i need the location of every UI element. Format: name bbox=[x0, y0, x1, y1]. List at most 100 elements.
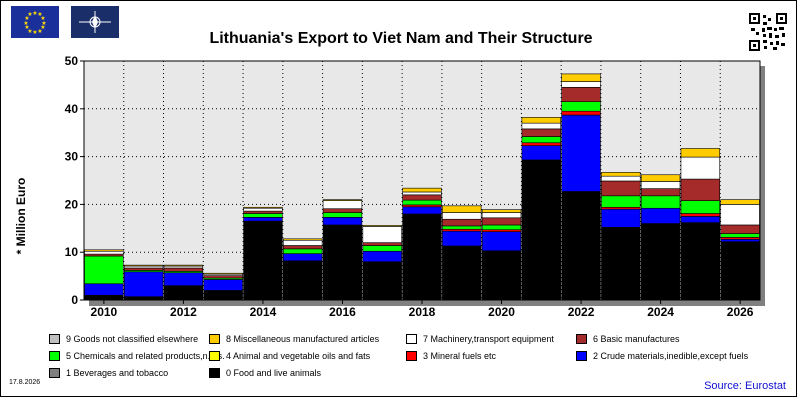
legend-item: 9 Goods not classified elsewhere bbox=[49, 333, 198, 345]
bar-segment bbox=[561, 81, 601, 88]
legend-swatch bbox=[576, 351, 587, 361]
bar-segment bbox=[283, 238, 323, 241]
legend-label: 5 Chemicals and related products,n.e.s. bbox=[66, 351, 225, 361]
bar-segment bbox=[442, 212, 482, 220]
bar-segment bbox=[322, 200, 363, 210]
y-tick-label: 50 bbox=[65, 54, 79, 68]
svg-text:★: ★ bbox=[24, 15, 29, 22]
bar-segment bbox=[243, 217, 283, 222]
bar-segment bbox=[601, 227, 641, 301]
svg-text:★: ★ bbox=[32, 10, 37, 17]
bar-segment bbox=[561, 114, 601, 192]
bar-segment bbox=[481, 212, 522, 219]
bar-segment bbox=[402, 213, 442, 301]
bar-segment bbox=[243, 207, 283, 212]
x-tick-label: 2026 bbox=[727, 305, 754, 319]
chart-legend: 9 Goods not classified elsewhere 8 Miscel… bbox=[49, 333, 789, 381]
legend-swatch bbox=[576, 334, 587, 344]
bar-segment bbox=[561, 110, 601, 116]
legend-swatch bbox=[209, 334, 220, 344]
bar-segment bbox=[283, 248, 323, 254]
legend-label: 7 Machinery,transport equipment bbox=[423, 334, 554, 344]
legend-swatch bbox=[209, 368, 220, 378]
bar-segment bbox=[283, 260, 323, 301]
bar-segment bbox=[481, 217, 522, 226]
bar-segment bbox=[521, 122, 561, 130]
bar-segment bbox=[601, 175, 641, 182]
bar-segment bbox=[243, 213, 283, 218]
bar-segment bbox=[720, 204, 760, 226]
svg-text:★: ★ bbox=[40, 15, 45, 22]
legend-item: 2 Crude materials,inedible,except fuels bbox=[576, 350, 748, 362]
bar-segment bbox=[481, 224, 522, 231]
legend-item: 6 Basic manufactures bbox=[576, 333, 680, 345]
bar-segment bbox=[243, 210, 283, 214]
bar-segment bbox=[362, 250, 402, 263]
bar-segment bbox=[402, 206, 442, 215]
bar-segment bbox=[123, 264, 164, 267]
bar-segment bbox=[123, 296, 164, 301]
bar-segment bbox=[680, 156, 721, 180]
bar-segment bbox=[561, 101, 601, 112]
bar-segment bbox=[720, 199, 760, 205]
bar-segment bbox=[521, 128, 561, 137]
bar-segment bbox=[203, 272, 243, 275]
bar-segment bbox=[283, 239, 323, 246]
date-label: 17.8.2026 bbox=[9, 379, 41, 386]
legend-item: 0 Food and live animals bbox=[209, 367, 321, 379]
bar-segment bbox=[283, 245, 323, 250]
bar-segment bbox=[561, 73, 601, 82]
legend-label: 6 Basic manufactures bbox=[593, 334, 680, 344]
bar-segment bbox=[680, 148, 721, 158]
y-tick-label: 0 bbox=[71, 293, 78, 307]
bar-segment bbox=[720, 241, 760, 301]
qr-code-icon bbox=[749, 13, 787, 51]
legend-item: 3 Mineral fuels etc bbox=[406, 350, 496, 362]
legend-label: 8 Miscellaneous manufactured articles bbox=[226, 334, 380, 344]
bar-segment bbox=[640, 188, 681, 197]
bar-segment bbox=[442, 230, 482, 247]
y-tick-label: 20 bbox=[65, 197, 79, 211]
svg-text:★: ★ bbox=[27, 11, 32, 18]
bar-segment bbox=[84, 283, 124, 296]
legend-item: 1 Beverages and tobacco bbox=[49, 367, 168, 379]
bar-segment bbox=[442, 225, 482, 230]
x-tick-label: 2012 bbox=[170, 305, 197, 319]
bar-segment bbox=[362, 245, 402, 252]
bar-segment bbox=[362, 242, 402, 246]
bar-segment bbox=[521, 136, 561, 144]
bar-segment bbox=[521, 142, 561, 146]
legend-label: 2 Crude materials,inedible,except fuels bbox=[593, 351, 749, 361]
bar-segment bbox=[481, 231, 522, 252]
bar-segment bbox=[243, 206, 283, 209]
legend-label: 4 Animal and vegetable oils and fats bbox=[226, 351, 371, 361]
bar-segment bbox=[601, 195, 641, 208]
bar-segment bbox=[402, 194, 442, 201]
bar-segment bbox=[362, 226, 402, 243]
bar-segment bbox=[680, 222, 721, 301]
bar-segment bbox=[521, 159, 561, 301]
legend-item: 4 Animal and vegetable oils and fats bbox=[209, 350, 370, 362]
x-tick-label: 2024 bbox=[647, 305, 674, 319]
bar-segment bbox=[680, 178, 721, 201]
bar-segment bbox=[84, 249, 124, 252]
bar-segment bbox=[322, 217, 363, 226]
bar-segment bbox=[720, 233, 760, 238]
bar-segment bbox=[561, 86, 601, 102]
x-tick-label: 2022 bbox=[568, 305, 595, 319]
bar-segment bbox=[362, 225, 402, 227]
plot-border bbox=[83, 60, 761, 301]
legend-item: 8 Miscellaneous manufactured articles bbox=[209, 333, 379, 345]
svg-text:★: ★ bbox=[37, 28, 42, 35]
bar-segment bbox=[640, 174, 681, 182]
bar-segment bbox=[203, 275, 243, 279]
bar-segment bbox=[601, 180, 641, 197]
bar-segment bbox=[163, 264, 204, 267]
bar-segment bbox=[163, 272, 204, 286]
svg-text:★: ★ bbox=[27, 28, 32, 35]
legend-swatch bbox=[49, 351, 60, 361]
bar-segment bbox=[720, 238, 760, 242]
x-tick-label: 2010 bbox=[91, 305, 118, 319]
bar-segment bbox=[243, 220, 283, 301]
bar-segment bbox=[680, 200, 721, 214]
